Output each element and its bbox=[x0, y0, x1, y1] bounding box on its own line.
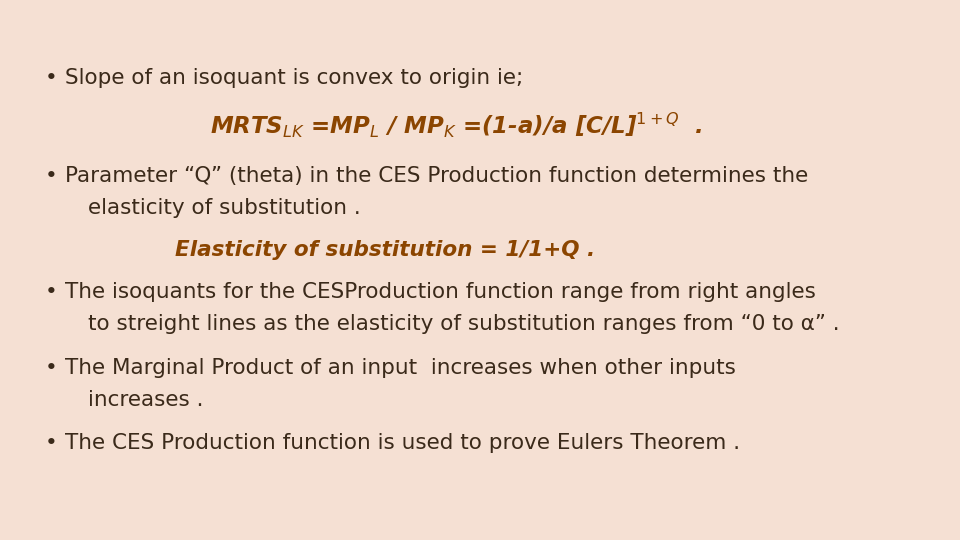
Text: The CES Production function is used to prove Eulers Theorem .: The CES Production function is used to p… bbox=[65, 433, 740, 453]
Text: •: • bbox=[45, 282, 58, 302]
Text: Slope of an isoquant is convex to origin ie;: Slope of an isoquant is convex to origin… bbox=[65, 68, 523, 88]
Text: The isoquants for the CESProduction function range from right angles: The isoquants for the CESProduction func… bbox=[65, 282, 816, 302]
Text: Parameter “Q” (theta) in the CES Production function determines the: Parameter “Q” (theta) in the CES Product… bbox=[65, 166, 808, 186]
Text: to streight lines as the elasticity of substitution ranges from “0 to α” .: to streight lines as the elasticity of s… bbox=[88, 314, 840, 334]
Text: •: • bbox=[45, 166, 58, 186]
Text: increases .: increases . bbox=[88, 390, 204, 410]
Text: •: • bbox=[45, 433, 58, 453]
Text: •: • bbox=[45, 68, 58, 88]
Text: The Marginal Product of an input  increases when other inputs: The Marginal Product of an input increas… bbox=[65, 358, 736, 378]
Text: MRTS$_{LK}$ =MP$_{L}$ / MP$_{K}$ =(1-a)/a [C/L]$^{1+Q}$  .: MRTS$_{LK}$ =MP$_{L}$ / MP$_{K}$ =(1-a)/… bbox=[210, 111, 703, 139]
Text: •: • bbox=[45, 358, 58, 378]
Text: elasticity of substitution .: elasticity of substitution . bbox=[88, 198, 361, 218]
Text: Elasticity of substitution = 1/1+Q .: Elasticity of substitution = 1/1+Q . bbox=[175, 240, 595, 260]
